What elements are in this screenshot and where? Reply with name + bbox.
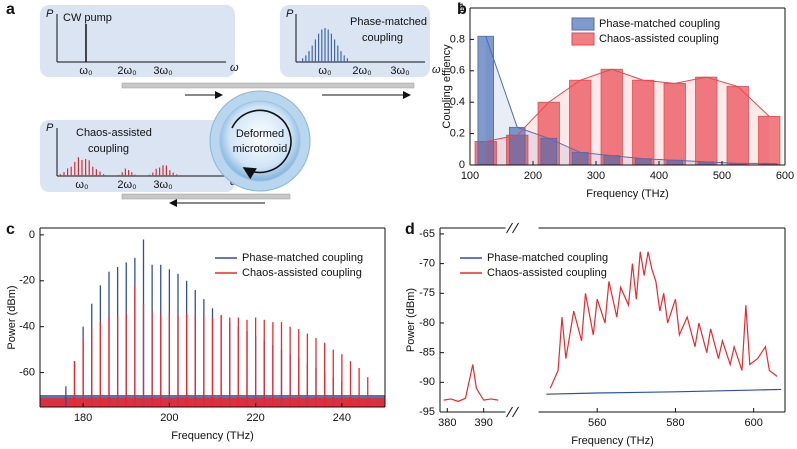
tick-label: 3ω₀	[153, 179, 172, 191]
tick-label: ω₀	[79, 65, 92, 77]
axis-symbol: P	[46, 8, 54, 20]
y-axis-title: Power (dBm)	[6, 285, 18, 349]
line	[485, 68, 770, 142]
area	[485, 36, 770, 166]
x-axis-title: Frequency (THz)	[586, 188, 669, 200]
legend-swatch	[571, 17, 595, 31]
line	[443, 251, 778, 402]
x-tick-label: 600	[745, 417, 763, 429]
panel-label: b	[457, 1, 467, 18]
box-title: Phase-matched	[350, 16, 427, 28]
resonator-disk	[219, 100, 301, 182]
box-title: coupling	[362, 32, 403, 44]
x-tick-label: 300	[587, 170, 605, 182]
y-tick-label: -20	[19, 275, 35, 287]
box-title: CW pump	[63, 12, 112, 24]
x-tick-label: 600	[776, 170, 794, 182]
area	[485, 69, 770, 165]
legend-label: Chaos-assisted coupling	[599, 33, 719, 45]
y-axis-title: Coupling effiency	[441, 44, 453, 129]
panel-label: c	[6, 221, 15, 238]
waveguide	[121, 193, 291, 200]
box-title: coupling	[88, 143, 129, 155]
spectrum-box	[40, 5, 235, 77]
tick-label: 2ω₀	[117, 65, 136, 77]
plot-area	[443, 251, 782, 402]
tick-label: 2ω₀	[117, 179, 136, 191]
y-tick-label: 0.8	[450, 33, 465, 45]
y-tick-label: 0.2	[450, 128, 465, 140]
y-tick-label: -40	[19, 321, 35, 333]
x-tick-label: 200	[524, 170, 542, 182]
plot-area	[474, 35, 781, 166]
y-tick-label: -80	[419, 317, 435, 329]
line	[546, 388, 782, 395]
legend-label: Chaos-assisted coupling	[487, 267, 607, 279]
resonator-label: microtoroid	[233, 143, 287, 155]
x-tick-label: 380	[438, 417, 456, 429]
y-tick-label: 1	[459, 2, 465, 14]
x-tick-label: 500	[713, 170, 731, 182]
y-tick-label: -60	[19, 366, 35, 378]
y-tick-label: -70	[419, 258, 435, 270]
legend-swatch	[571, 32, 595, 46]
y-tick-label: -90	[419, 376, 435, 388]
legend-label: Phase-matched coupling	[242, 252, 363, 264]
panel-label: d	[405, 221, 415, 238]
axis-symbol: P	[286, 8, 294, 20]
tick-label: 2ω₀	[352, 65, 371, 77]
charts: b 0 0.2 0.4 0.6 0.8 1 100 200 300 400 500 600 Frequen…	[6, 1, 794, 447]
axis-break	[506, 222, 513, 234]
resonator-label: Deformed	[236, 128, 284, 140]
x-tick-label: 180	[74, 412, 92, 424]
y-tick-label: -65	[419, 228, 435, 240]
tick-label: ω₀	[318, 65, 331, 77]
legend-label: Phase-matched coupling	[487, 252, 608, 264]
y-tick-label: -95	[419, 406, 435, 418]
chart-panel: d -95 -90 -85 -80 -75 -70 -65 380 390 560 580 600 Fre…	[405, 221, 786, 447]
chart-panel: b 0 0.2 0.4 0.6 0.8 1 100 200 300 400 500 600 Frequen…	[441, 1, 794, 200]
y-tick-label: 0	[29, 229, 35, 241]
x-tick-label: 240	[333, 412, 351, 424]
plot-area	[40, 239, 385, 407]
tick-label: 3ω₀	[390, 65, 409, 77]
y-tick-label: -85	[419, 347, 435, 359]
y-tick-label: 0.4	[450, 96, 465, 108]
axis-symbol: P	[46, 122, 54, 134]
circulation-arrow	[231, 109, 292, 180]
x-axis-title: Frequency (THz)	[571, 435, 654, 447]
legend-label: Phase-matched coupling	[599, 18, 720, 30]
box-title: Chaos-assisted	[76, 127, 152, 139]
y-axis-title: Power (dBm)	[405, 288, 417, 352]
tick-label: 3ω₀	[153, 65, 172, 77]
x-tick-label: 200	[160, 412, 178, 424]
tick-label: ω₀	[75, 179, 88, 191]
axis-symbol: ω	[432, 64, 441, 76]
y-tick-label: -75	[419, 287, 435, 299]
spectrum-box	[280, 5, 430, 77]
x-tick-label: 560	[588, 417, 606, 429]
mini-spectra	[59, 28, 348, 176]
axis-symbol: ω	[230, 62, 239, 74]
x-tick-label: 220	[246, 412, 264, 424]
x-tick-label: 580	[666, 417, 684, 429]
y-tick-label: 0	[459, 159, 465, 171]
chart-panel: c -60 -40 -20 0 180 200 220 240 Frequency (THz) Po…	[6, 221, 386, 442]
x-axis-title: Frequency (THz)	[171, 430, 254, 442]
panel-label: a	[6, 1, 15, 18]
axis-break	[512, 222, 519, 234]
waveguide	[121, 82, 415, 89]
x-tick-label: 100	[461, 170, 479, 182]
axis-break	[506, 406, 513, 418]
legend-label: Chaos-assisted coupling	[242, 267, 362, 279]
axis-break	[512, 406, 519, 418]
diagram-panel: a P CW pump ω ω₀ 2ω₀ 3ω₀ P Phase-matched…	[6, 1, 441, 207]
x-tick-label: 390	[475, 417, 493, 429]
y-tick-label: 0.6	[450, 65, 465, 77]
x-tick-label: 400	[650, 170, 668, 182]
